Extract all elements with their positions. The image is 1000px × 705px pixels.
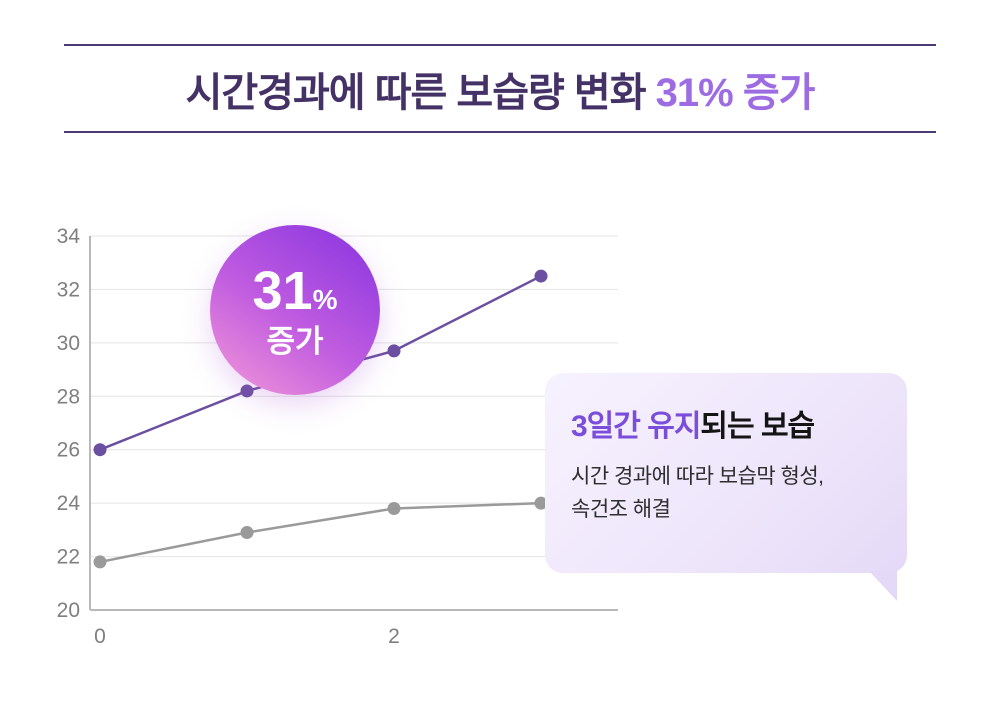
y-tick-label: 22 [57, 546, 80, 569]
page-title: 시간경과에 따른 보습량 변화 31% 증가 [0, 60, 1000, 118]
data-point-moisture-purple [240, 384, 254, 398]
y-tick-label: 28 [57, 385, 80, 408]
callout-tail [869, 571, 897, 601]
callout-bubble: 3일간 유지되는 보습 시간 경과에 따라 보습막 형성, 속건조 해결 [545, 373, 907, 601]
data-point-moisture-purple [387, 344, 401, 358]
data-point-baseline-gray [240, 526, 254, 540]
title-divider-top [64, 44, 936, 46]
badge-value: 31% [253, 264, 338, 318]
moisture-line-chart: 20 22 24 26 28 30 32 34 0 2 [48, 222, 628, 662]
data-point-moisture-purple [93, 443, 107, 457]
callout-body-line1: 시간 경과에 따라 보습막 형성, [571, 465, 824, 488]
badge-label: 증가 [266, 323, 324, 359]
series-line-baseline-gray [99, 501, 542, 564]
increase-badge: 31% 증가 [210, 225, 380, 395]
data-point-moisture-purple [534, 269, 548, 283]
data-point-baseline-gray [387, 501, 401, 515]
title-main-text: 시간경과에 따른 보습량 변화 [185, 71, 656, 115]
badge-percent-sign: % [312, 283, 338, 315]
chart-canvas: 20 22 24 26 28 30 32 34 0 2 [57, 225, 618, 648]
y-tick-label: 32 [57, 278, 80, 301]
y-tick-label: 20 [57, 599, 80, 622]
badge-number: 31 [252, 260, 313, 321]
callout-headline-rest: 되는 보습 [700, 410, 815, 443]
x-tick-label: 0 [94, 625, 106, 648]
title-divider-bottom [64, 131, 936, 133]
y-tick-label: 34 [57, 225, 81, 248]
y-tick-label: 24 [57, 492, 81, 515]
callout-body-line2: 속건조 해결 [571, 497, 671, 521]
title-highlight-text: 31% 증가 [655, 71, 816, 115]
callout-headline: 3일간 유지되는 보습 [571, 401, 881, 445]
data-point-baseline-gray [534, 496, 548, 510]
x-tick-label: 2 [388, 625, 400, 648]
y-tick-label: 30 [57, 332, 80, 355]
callout-headline-highlight: 3일간 유지 [571, 410, 701, 443]
data-point-baseline-gray [93, 555, 107, 569]
callout-body: 시간 경과에 따라 보습막 형성, 속건조 해결 [571, 461, 881, 526]
y-tick-label: 26 [57, 439, 80, 462]
